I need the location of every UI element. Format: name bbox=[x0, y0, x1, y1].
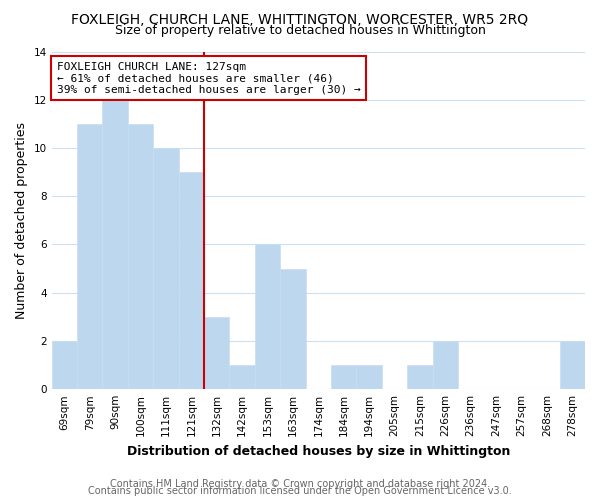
Bar bbox=[204, 317, 229, 389]
Bar bbox=[103, 100, 128, 389]
Bar bbox=[331, 365, 356, 389]
Text: FOXLEIGH, CHURCH LANE, WHITTINGTON, WORCESTER, WR5 2RQ: FOXLEIGH, CHURCH LANE, WHITTINGTON, WORC… bbox=[71, 12, 529, 26]
Bar bbox=[128, 124, 153, 389]
Bar bbox=[229, 365, 255, 389]
Bar bbox=[153, 148, 179, 389]
Text: Size of property relative to detached houses in Whittington: Size of property relative to detached ho… bbox=[115, 24, 485, 37]
Bar bbox=[280, 268, 305, 389]
Bar bbox=[179, 172, 204, 389]
Bar bbox=[560, 341, 585, 389]
Bar bbox=[52, 341, 77, 389]
Y-axis label: Number of detached properties: Number of detached properties bbox=[15, 122, 28, 319]
Bar bbox=[433, 341, 458, 389]
Text: Contains HM Land Registry data © Crown copyright and database right 2024.: Contains HM Land Registry data © Crown c… bbox=[110, 479, 490, 489]
Bar bbox=[407, 365, 433, 389]
X-axis label: Distribution of detached houses by size in Whittington: Distribution of detached houses by size … bbox=[127, 444, 510, 458]
Bar bbox=[356, 365, 382, 389]
Text: Contains public sector information licensed under the Open Government Licence v3: Contains public sector information licen… bbox=[88, 486, 512, 496]
Bar bbox=[255, 244, 280, 389]
Bar bbox=[77, 124, 103, 389]
Text: FOXLEIGH CHURCH LANE: 127sqm
← 61% of detached houses are smaller (46)
39% of se: FOXLEIGH CHURCH LANE: 127sqm ← 61% of de… bbox=[57, 62, 361, 95]
